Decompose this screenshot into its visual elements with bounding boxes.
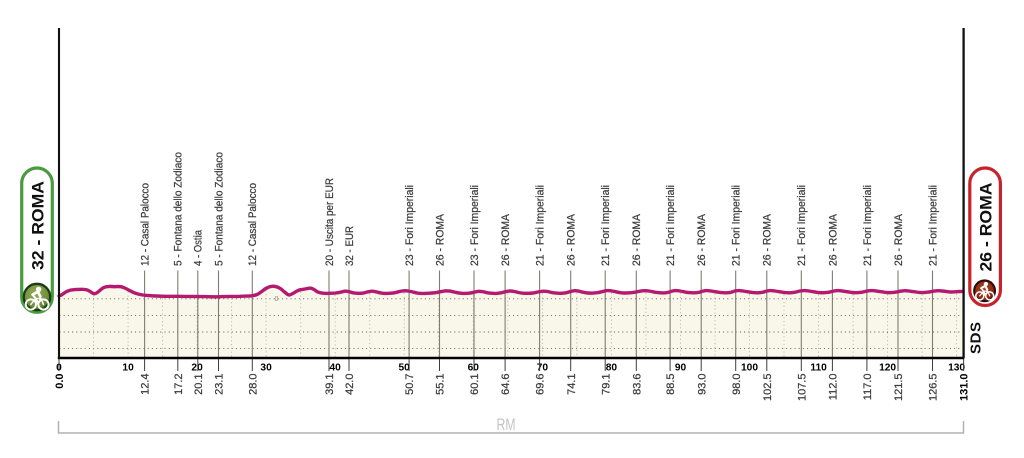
svg-text:20 - Uscita per EUR: 20 - Uscita per EUR <box>324 178 336 266</box>
svg-text:55.1: 55.1 <box>435 374 447 395</box>
svg-text:SDS: SDS <box>968 321 985 354</box>
svg-text:26 - ROMA: 26 - ROMA <box>631 213 643 266</box>
svg-text:90: 90 <box>675 363 687 374</box>
svg-text:17.2: 17.2 <box>173 374 185 395</box>
svg-text:110: 110 <box>810 363 827 374</box>
svg-text:26 - ROMA: 26 - ROMA <box>977 183 996 272</box>
svg-text:39.1: 39.1 <box>324 374 336 395</box>
svg-text:21 - Fori Imperiali: 21 - Fori Imperiali <box>927 185 939 266</box>
svg-text:26 - ROMA: 26 - ROMA <box>696 213 708 266</box>
svg-text:50: 50 <box>399 363 411 374</box>
svg-text:131.0: 131.0 <box>959 374 971 402</box>
svg-text:26 - ROMA: 26 - ROMA <box>500 213 512 266</box>
svg-text:26 - ROMA: 26 - ROMA <box>566 213 578 266</box>
svg-text:83.6: 83.6 <box>631 374 643 395</box>
svg-text:80: 80 <box>606 363 618 374</box>
svg-text:21 - Fori Imperiali: 21 - Fori Imperiali <box>665 185 677 266</box>
svg-text:126.5: 126.5 <box>928 374 940 402</box>
svg-text:60.1: 60.1 <box>469 374 481 395</box>
svg-text:26 - ROMA: 26 - ROMA <box>434 213 446 266</box>
svg-text:28.0: 28.0 <box>247 374 259 395</box>
svg-text:23 - Fori Imperiali: 23 - Fori Imperiali <box>404 185 416 266</box>
svg-text:79.1: 79.1 <box>600 374 612 395</box>
svg-text:107.5: 107.5 <box>796 374 808 402</box>
svg-text:121.5: 121.5 <box>893 374 905 402</box>
svg-text:20: 20 <box>191 363 203 374</box>
svg-text:50.7: 50.7 <box>404 374 416 395</box>
svg-text:88.5: 88.5 <box>665 374 677 395</box>
svg-text:20.1: 20.1 <box>193 374 205 395</box>
svg-text:30: 30 <box>260 363 272 374</box>
svg-text:64.6: 64.6 <box>500 374 512 395</box>
svg-text:5 - Fontana dello Zodiaco: 5 - Fontana dello Zodiaco <box>213 152 225 266</box>
svg-text:21 - Fori Imperiali: 21 - Fori Imperiali <box>731 185 743 266</box>
svg-text:5 - Fontana dello Zodiaco: 5 - Fontana dello Zodiaco <box>173 152 185 266</box>
svg-text:RM: RM <box>497 415 516 434</box>
svg-text:32 - ROMA: 32 - ROMA <box>29 181 48 270</box>
svg-text:23 - Fori Imperiali: 23 - Fori Imperiali <box>469 185 481 266</box>
svg-text:130: 130 <box>948 363 965 374</box>
svg-text:21 - Fori Imperiali: 21 - Fori Imperiali <box>796 185 808 266</box>
svg-text:69.6: 69.6 <box>535 374 547 395</box>
svg-text:112.0: 112.0 <box>828 374 840 401</box>
svg-text:60: 60 <box>468 363 480 374</box>
svg-text:74.1: 74.1 <box>566 374 578 395</box>
svg-text:21 - Fori Imperiali: 21 - Fori Imperiali <box>600 185 612 266</box>
svg-text:100: 100 <box>741 363 758 374</box>
svg-text:23.1: 23.1 <box>214 374 226 395</box>
svg-text:4 - Ostia: 4 - Ostia <box>193 229 205 266</box>
svg-text:26 - ROMA: 26 - ROMA <box>762 213 774 266</box>
svg-text:26 - ROMA: 26 - ROMA <box>827 213 839 266</box>
svg-text:120: 120 <box>879 363 896 374</box>
svg-text:12 - Casal Palocco: 12 - Casal Palocco <box>247 183 259 266</box>
svg-text:93.0: 93.0 <box>696 374 708 395</box>
svg-text:102.5: 102.5 <box>762 374 774 402</box>
svg-text:21 - Fori Imperiali: 21 - Fori Imperiali <box>862 185 874 266</box>
svg-text:12 - Casal Palocco: 12 - Casal Palocco <box>140 183 152 266</box>
svg-text:98.0: 98.0 <box>731 374 743 395</box>
svg-text:42.0: 42.0 <box>344 374 356 395</box>
svg-text:21 - Fori Imperiali: 21 - Fori Imperiali <box>535 185 547 266</box>
svg-text:26 - ROMA: 26 - ROMA <box>893 213 905 266</box>
svg-text:70: 70 <box>537 363 549 374</box>
svg-text:0: 0 <box>275 296 279 303</box>
svg-text:0.0: 0.0 <box>54 374 66 389</box>
svg-text:40: 40 <box>330 363 342 374</box>
svg-text:117.0: 117.0 <box>862 374 874 401</box>
svg-text:32 - EUR: 32 - EUR <box>344 226 356 266</box>
svg-text:12.4: 12.4 <box>140 374 152 395</box>
svg-text:10: 10 <box>122 363 134 374</box>
